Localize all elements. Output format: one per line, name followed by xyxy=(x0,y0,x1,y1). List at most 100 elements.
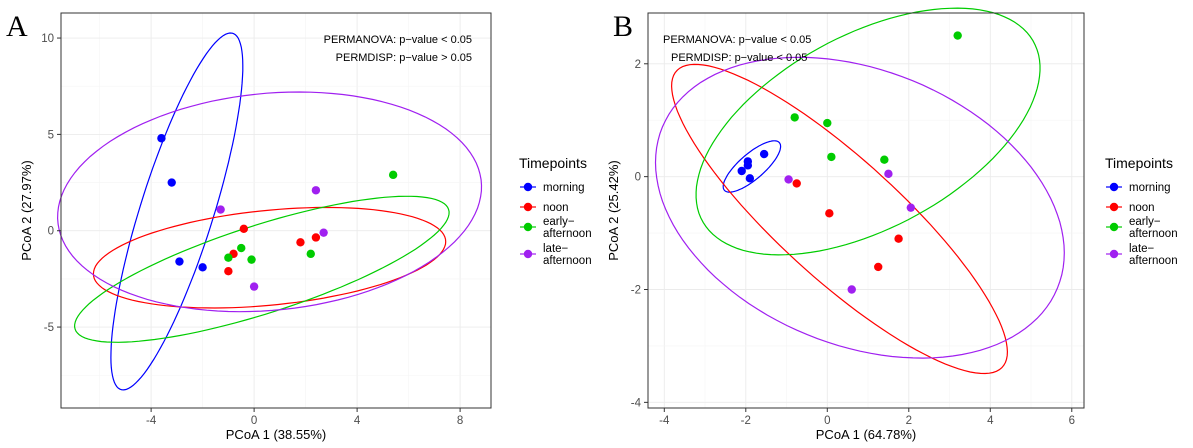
series-late-afternoon xyxy=(216,186,328,291)
data-point xyxy=(906,203,916,212)
data-point xyxy=(823,118,832,128)
x-tick-label: 4 xyxy=(987,415,994,427)
confidence-ellipses xyxy=(56,32,483,391)
legend-label: early− xyxy=(543,216,575,228)
legend-label: afternoon xyxy=(543,228,592,240)
data-point xyxy=(311,233,321,242)
legend-key xyxy=(520,222,536,232)
data-point xyxy=(874,262,883,272)
x-axis-title: PCoA 1 (38.55%) xyxy=(226,427,326,442)
data-point xyxy=(953,31,962,40)
legend-key xyxy=(520,249,536,259)
x-tick-label: -4 xyxy=(146,415,157,427)
x-tick-label: 6 xyxy=(1069,415,1075,427)
legend-label: afternoon xyxy=(1129,228,1178,240)
ellipse-noon xyxy=(92,206,447,309)
legend-key-point xyxy=(523,249,533,259)
data-point xyxy=(224,253,233,262)
legend-label: late− xyxy=(1129,243,1155,255)
data-point xyxy=(827,152,836,162)
plot-frame xyxy=(647,12,1085,409)
legend-key-point xyxy=(1109,249,1119,259)
legend-key xyxy=(1106,182,1122,192)
x-tick-label: 0 xyxy=(824,415,830,427)
series-late-afternoon xyxy=(784,169,916,294)
legend-key-point xyxy=(523,182,533,192)
data-point xyxy=(216,205,225,214)
series-noon xyxy=(224,224,321,276)
y-tick-label: -4 xyxy=(631,397,642,409)
data-point xyxy=(239,224,249,234)
data-point xyxy=(167,178,176,187)
legend-key xyxy=(1106,222,1122,232)
series-early-afternoon xyxy=(224,170,398,264)
legend-label: early− xyxy=(1129,216,1161,228)
grid xyxy=(61,13,491,408)
ellipse-noon xyxy=(670,63,1009,375)
legend-key xyxy=(1106,202,1122,212)
x-tick-label: 0 xyxy=(251,415,257,427)
data-point xyxy=(737,166,746,176)
confidence-ellipses xyxy=(654,7,1065,375)
y-tick-label: -2 xyxy=(631,285,641,297)
data-point xyxy=(237,243,246,253)
x-tick-label: -2 xyxy=(741,415,751,427)
panel-letter: A xyxy=(6,10,28,43)
stat-annotation: PERMANOVA: p−value < 0.05 xyxy=(663,34,811,46)
stat-annotation: PERMANOVA: p−value < 0.05 xyxy=(324,34,472,46)
data-point xyxy=(249,282,259,291)
grid xyxy=(648,13,1084,408)
panel-A: A -4 0 4 8 -5 0 5 10 PCoA 1 (38.55%) PCoA 2 (27.97… xyxy=(6,10,592,442)
data-point xyxy=(224,266,233,276)
series-morning xyxy=(157,134,207,272)
data-point xyxy=(306,249,315,259)
data-point xyxy=(247,255,256,264)
x-tick-label: 2 xyxy=(906,415,912,427)
legend-label: afternoon xyxy=(543,255,592,267)
legend-label: morning xyxy=(1129,182,1171,194)
legend-key-point xyxy=(1109,202,1119,212)
ellipse-early-afternoon xyxy=(695,7,1041,256)
legend-key-point xyxy=(523,202,533,212)
legend-label: afternoon xyxy=(1129,255,1178,267)
legend-key-point xyxy=(1109,182,1119,192)
legend: Timepointsmorningnoonearly−afternoonlate… xyxy=(1105,155,1178,267)
data-point xyxy=(311,186,321,195)
ellipse-late-afternoon xyxy=(654,56,1065,359)
legend-key-point xyxy=(523,222,533,232)
y-tick-label: -5 xyxy=(44,322,54,334)
data-point xyxy=(790,113,799,122)
data-point xyxy=(847,285,856,294)
legend-label: late− xyxy=(543,243,569,255)
stat-annotation: PERMDISP: p−value < 0.05 xyxy=(671,52,807,64)
legend-label: noon xyxy=(1129,202,1155,214)
data-point xyxy=(175,257,184,266)
y-tick-label: 0 xyxy=(48,226,54,238)
y-axis-title: PCoA 2 (27.97%) xyxy=(19,160,34,260)
series-early-afternoon xyxy=(790,31,962,164)
stat-annotation: PERMDISP: p−value > 0.05 xyxy=(336,52,472,64)
legend-key-point xyxy=(1109,222,1119,232)
data-point xyxy=(743,157,753,166)
legend-title: Timepoints xyxy=(519,155,587,171)
x-axis-title: PCoA 1 (64.78%) xyxy=(816,427,916,442)
data-point xyxy=(319,228,328,237)
legend-key xyxy=(1106,249,1122,259)
data-point xyxy=(884,169,893,179)
data-point xyxy=(759,149,769,159)
data-point xyxy=(825,209,834,218)
legend-key xyxy=(520,182,536,192)
y-axis-title: PCoA 2 (25.42%) xyxy=(606,160,621,260)
series-noon xyxy=(792,179,903,272)
y-tick-label: 0 xyxy=(635,172,641,184)
y-tick-label: 5 xyxy=(48,129,54,141)
x-tick-label: -4 xyxy=(659,415,670,427)
legend-label: noon xyxy=(543,202,569,214)
x-tick-label: 4 xyxy=(354,415,361,427)
data-point xyxy=(894,234,903,243)
ellipse-late-afternoon xyxy=(56,91,483,313)
ellipse-morning xyxy=(722,140,782,193)
data-point xyxy=(880,155,889,164)
